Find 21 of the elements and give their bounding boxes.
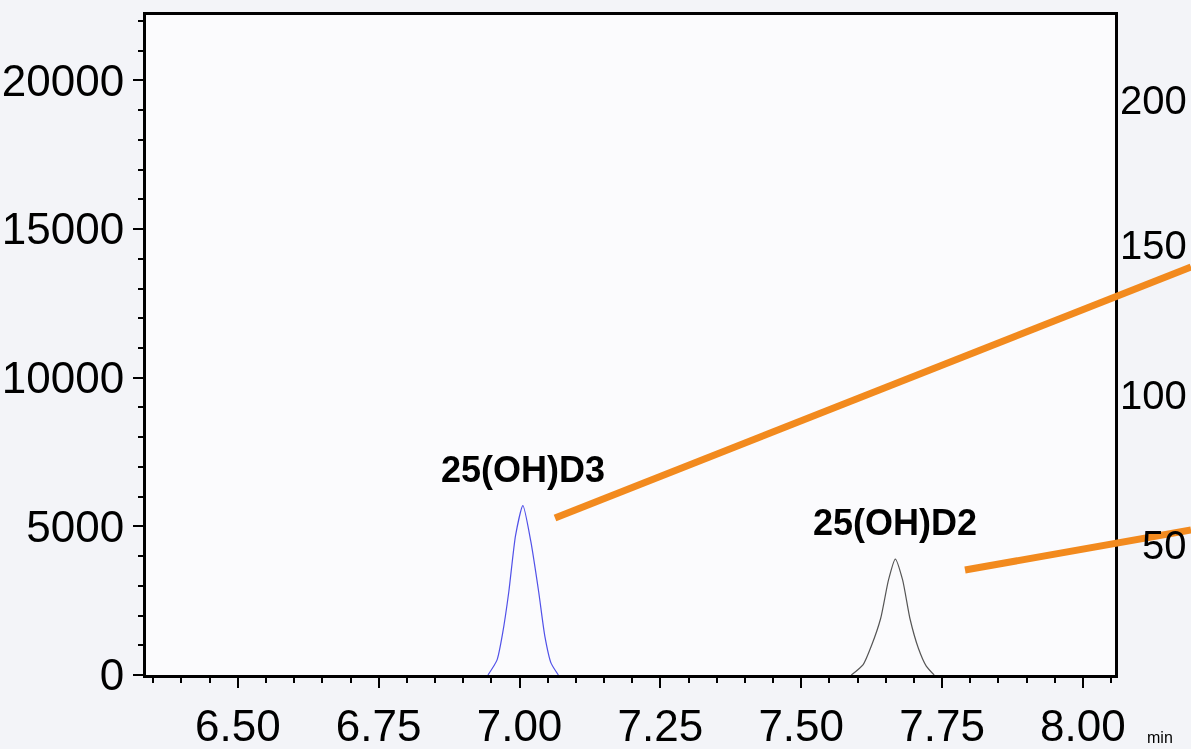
text: 50 xyxy=(1142,523,1187,567)
text: 100 xyxy=(1120,373,1187,417)
x-tick-label: 6.75 xyxy=(335,700,422,749)
line-series xyxy=(850,558,935,675)
y-tick-label: 5000 xyxy=(26,501,125,551)
y-tick-label: 10000 xyxy=(1,353,125,403)
x-tick-label: 8.00 xyxy=(1040,700,1126,749)
x-tick-label: 7.00 xyxy=(476,700,563,749)
annotation: 25(OH)D2 xyxy=(813,502,978,543)
x-tick-label: 7.50 xyxy=(758,700,845,749)
text: 200 xyxy=(1120,78,1187,122)
line-series xyxy=(487,504,559,675)
y-tick-label: 15000 xyxy=(1,204,125,254)
y-tick-label: 0 xyxy=(99,650,125,700)
x-tick-label: 7.75 xyxy=(899,700,985,749)
text: 150 xyxy=(1120,223,1187,267)
x-tick-label: 7.25 xyxy=(617,700,704,749)
x-tick-label: 6.50 xyxy=(195,700,281,749)
x-axis-title: min xyxy=(1147,729,1173,746)
annotation: 25(OH)D3 xyxy=(441,449,606,490)
y-tick-label: 20000 xyxy=(1,55,125,105)
